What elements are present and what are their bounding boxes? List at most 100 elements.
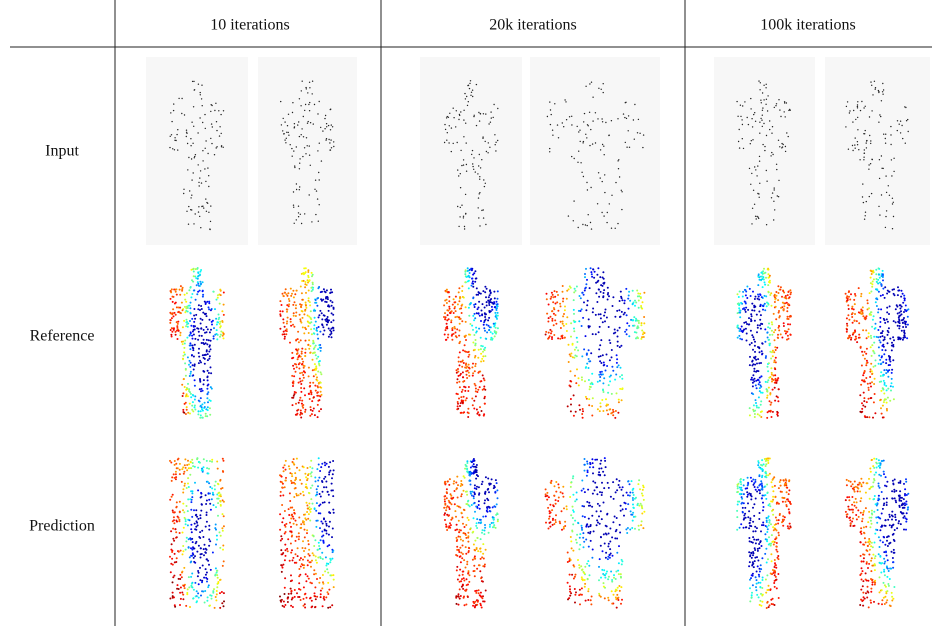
point <box>772 350 774 352</box>
point <box>325 115 326 116</box>
point <box>202 160 203 161</box>
point <box>592 462 594 464</box>
point <box>192 81 193 82</box>
point <box>458 506 460 508</box>
point <box>287 292 289 294</box>
point <box>448 484 450 486</box>
point <box>605 552 607 554</box>
point <box>776 546 778 548</box>
point <box>775 357 777 359</box>
point <box>300 105 301 106</box>
point <box>758 574 760 576</box>
point <box>761 475 763 477</box>
point <box>306 487 308 489</box>
point <box>292 304 294 306</box>
point <box>196 590 198 592</box>
point <box>613 498 615 500</box>
point <box>867 302 869 304</box>
point <box>482 345 484 347</box>
point <box>316 502 318 504</box>
point <box>781 143 782 144</box>
point <box>552 301 554 303</box>
point <box>774 346 776 348</box>
point <box>620 510 622 512</box>
point <box>757 548 759 550</box>
point <box>752 374 754 376</box>
point <box>643 316 645 318</box>
point <box>183 511 185 513</box>
point <box>458 361 460 363</box>
point <box>286 548 288 550</box>
point <box>589 388 591 390</box>
point <box>621 299 623 301</box>
point <box>768 606 770 608</box>
point <box>871 159 872 160</box>
point <box>296 467 298 469</box>
point <box>222 549 224 551</box>
point <box>754 351 756 353</box>
point <box>303 387 305 389</box>
point <box>474 502 476 504</box>
point <box>572 517 574 519</box>
point <box>453 483 455 485</box>
point <box>752 530 754 532</box>
point <box>304 411 306 413</box>
point <box>489 526 491 528</box>
point <box>292 557 294 559</box>
point <box>320 593 322 595</box>
point <box>741 119 742 120</box>
point <box>634 331 636 333</box>
point <box>883 168 884 169</box>
point <box>581 587 583 589</box>
point <box>206 349 208 351</box>
point <box>861 101 862 102</box>
point <box>779 514 781 516</box>
point <box>753 114 754 115</box>
point <box>455 332 457 334</box>
point <box>478 589 480 591</box>
point <box>472 372 474 374</box>
point <box>189 606 191 608</box>
point <box>780 116 781 117</box>
point <box>308 367 310 369</box>
point <box>315 365 317 367</box>
point <box>292 324 294 326</box>
point <box>598 474 600 476</box>
point <box>191 516 193 518</box>
point <box>325 565 327 567</box>
point <box>297 350 299 352</box>
point <box>481 210 482 211</box>
point <box>744 507 746 509</box>
point <box>286 328 288 330</box>
point <box>219 500 221 502</box>
point <box>489 326 491 328</box>
point <box>883 134 884 135</box>
point <box>545 495 547 497</box>
point <box>755 542 757 544</box>
point <box>462 588 464 590</box>
point <box>634 139 635 140</box>
point <box>769 604 771 606</box>
point <box>767 379 769 381</box>
point <box>467 596 469 598</box>
point <box>908 131 909 132</box>
point <box>320 466 322 468</box>
point <box>484 330 486 332</box>
point <box>445 129 446 130</box>
point <box>174 511 176 513</box>
point <box>319 101 320 102</box>
point <box>615 410 617 412</box>
point <box>576 499 578 501</box>
point <box>322 558 324 560</box>
point <box>282 605 284 607</box>
point <box>778 99 779 100</box>
point <box>761 276 763 278</box>
point <box>742 291 744 293</box>
point <box>756 387 758 389</box>
point <box>455 310 457 312</box>
point <box>601 89 602 90</box>
point <box>484 492 486 494</box>
point <box>450 319 452 321</box>
point <box>457 142 458 143</box>
point <box>764 486 766 488</box>
